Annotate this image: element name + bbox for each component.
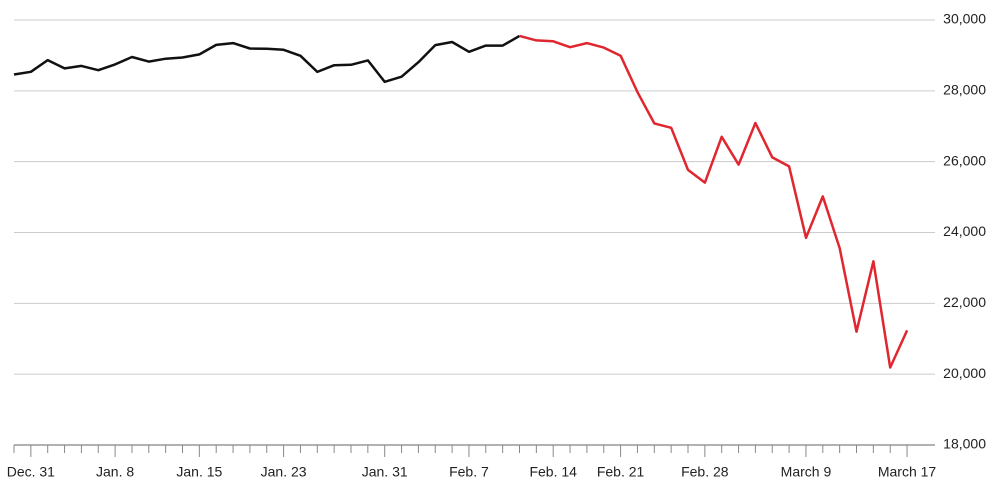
x-tick-label: Dec. 31 <box>7 464 55 480</box>
line <box>519 34 909 369</box>
y-tick-label: 30,000 <box>943 11 986 27</box>
line <box>13 34 521 84</box>
x-tick-label: Jan. 31 <box>362 464 408 480</box>
x-tick-label: Jan. 23 <box>261 464 307 480</box>
y-tick-label: 18,000 <box>943 436 986 452</box>
y-tick-label: 20,000 <box>943 365 986 381</box>
x-tick-label: Feb. 7 <box>449 464 489 480</box>
x-tick-label: Jan. 15 <box>176 464 222 480</box>
y-tick-label: 24,000 <box>943 223 986 239</box>
y-tick-label: 28,000 <box>943 82 986 98</box>
y-tick-label: 22,000 <box>943 294 986 310</box>
x-tick-label: Feb. 21 <box>597 464 645 480</box>
x-tick-label: Feb. 14 <box>529 464 577 480</box>
y-tick-label: 26,000 <box>943 152 986 168</box>
x-tick-label: Jan. 8 <box>96 464 134 480</box>
x-tick-label: Feb. 28 <box>681 464 729 480</box>
x-tick-label: March 17 <box>878 464 937 480</box>
x-tick-label: March 9 <box>781 464 832 480</box>
